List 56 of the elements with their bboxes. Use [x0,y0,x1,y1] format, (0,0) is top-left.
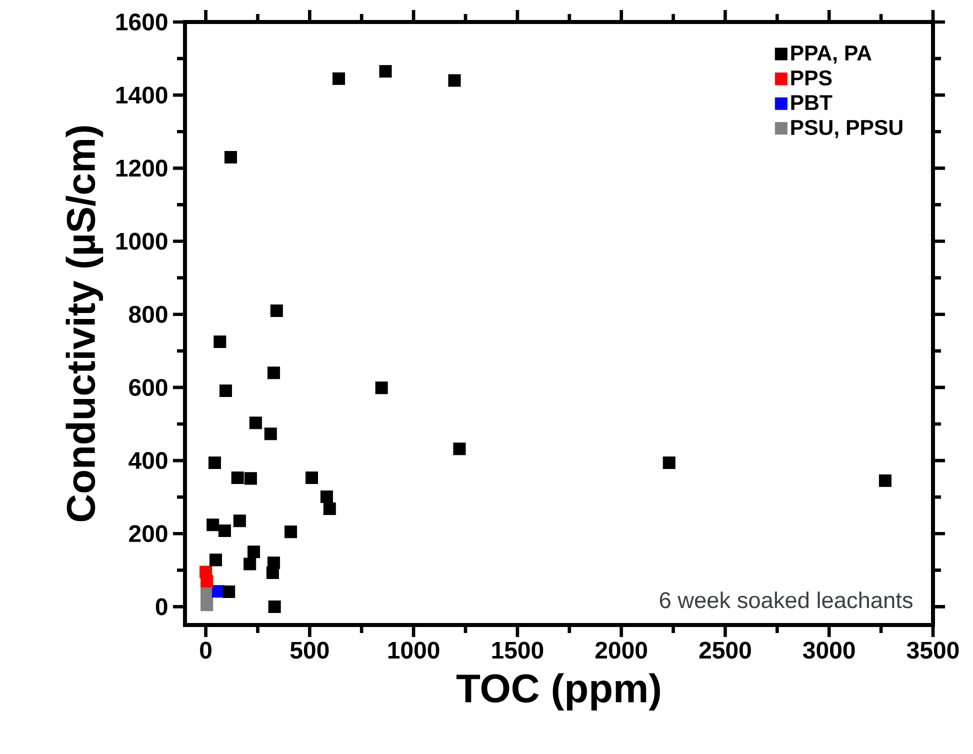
y-tick-label: 1200 [116,160,168,177]
legend-label: PBT [791,95,832,110]
point [208,456,221,470]
point [320,490,333,503]
point [270,304,283,317]
y-tick-label: 800 [129,306,168,323]
point [662,456,676,470]
point [218,524,231,537]
point [222,585,236,598]
point [200,574,214,588]
x-tick-label: 1000 [388,642,440,659]
x-tick-label: 3500 [906,642,959,659]
x-tick-label: 2500 [699,642,751,659]
point [267,366,280,380]
y-tick-label: 1600 [116,13,168,30]
point [214,336,226,348]
point [332,72,346,85]
x-tick-label: 500 [290,642,329,659]
point [448,74,461,87]
point [266,566,279,580]
legend-label: PSU, PPSU [791,120,902,138]
y-axis-title: Conductivity (µS/cm) [66,126,104,522]
point [224,150,237,164]
x-tick-label: 0 [200,642,212,659]
point [284,526,298,538]
x-tick-label: 2000 [595,642,648,659]
x-tick-label: 1500 [492,642,544,659]
point [375,382,388,394]
y-tick-label: 600 [129,378,168,396]
point [379,65,392,78]
x-axis-title: TOC (ppm) [456,673,660,711]
point [209,554,222,566]
point [268,600,281,613]
y-tick-label: 1000 [116,232,168,250]
point [453,442,466,456]
point [231,471,244,484]
y-tick-label: 0 [156,598,168,616]
point [249,416,262,430]
point [264,428,277,440]
point [323,502,336,516]
point [206,518,220,532]
y-tick-label: 1400 [116,86,168,104]
point [233,514,246,528]
point [219,384,232,398]
x-tick-label: 3000 [802,642,855,659]
point [305,471,318,484]
point [878,474,892,487]
y-tick-label: 400 [128,452,168,470]
legend-label: PPS [791,70,832,86]
point [244,472,257,485]
point [244,558,256,570]
point [248,546,260,558]
legend-label: PPA, PA [791,46,872,64]
annotation: 6 week soaked leachants [660,592,912,608]
y-tick-label: 200 [129,525,168,542]
point [200,598,214,612]
